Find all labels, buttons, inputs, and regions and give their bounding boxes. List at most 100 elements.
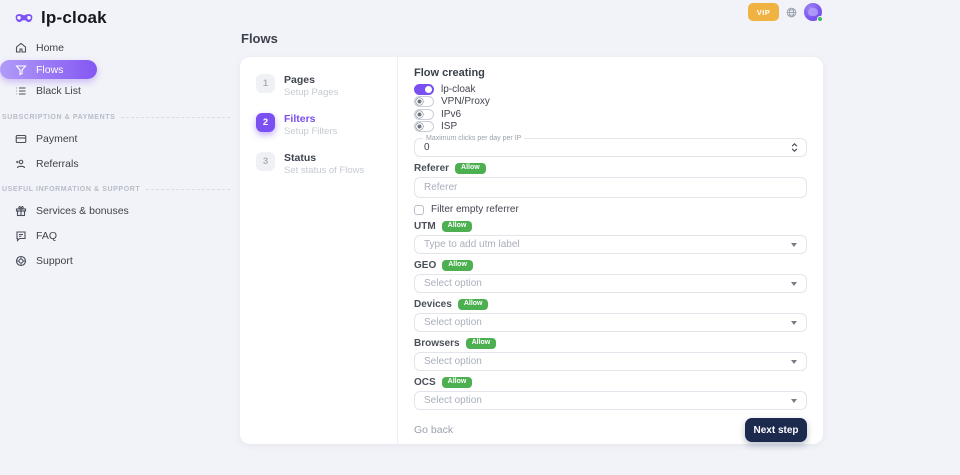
toggle-switch-off[interactable] xyxy=(414,108,434,120)
devices-allow-badge[interactable]: Allow xyxy=(457,298,489,310)
sidebar-item-label: Services & bonuses xyxy=(36,204,129,217)
stepper: 1 Pages Setup Pages 2 Filters Setup Filt… xyxy=(240,57,398,444)
sidebar-item-faq[interactable]: FAQ xyxy=(0,226,240,245)
sidebar-item-payment[interactable]: Payment xyxy=(0,129,240,148)
ocs-select[interactable]: Select option xyxy=(414,391,807,410)
toggle-switch-off[interactable] xyxy=(414,121,434,133)
filter-empty-referrer-checkbox[interactable] xyxy=(414,204,424,215)
chat-icon xyxy=(15,230,27,242)
sidebar-item-label: Black List xyxy=(36,85,81,97)
step-subtitle: Set status of Flows xyxy=(284,165,365,176)
mask-logo-icon xyxy=(14,11,34,25)
utm-label-row: UTM Allow xyxy=(414,220,807,232)
brand-name: lp-cloak xyxy=(41,8,107,27)
sidebar-item-services[interactable]: Services & bonuses xyxy=(0,201,240,220)
sidebar-item-label: Payment xyxy=(36,132,78,145)
referer-label-row: Referer Allow xyxy=(414,162,807,174)
devices-label-row: Devices Allow xyxy=(414,298,807,310)
chevron-down-icon xyxy=(791,359,797,364)
step-number: 2 xyxy=(256,113,275,132)
step-subtitle: Setup Pages xyxy=(284,87,339,98)
toggle-isp[interactable]: ISP xyxy=(414,121,807,134)
referer-allow-badge[interactable]: Allow xyxy=(455,162,486,174)
sidebar-item-label: Flows xyxy=(36,63,64,76)
home-icon xyxy=(15,42,27,54)
user-avatar[interactable] xyxy=(804,3,823,22)
browsers-label-row: Browsers Allow xyxy=(414,337,807,349)
brand-logo[interactable]: lp-cloak xyxy=(0,0,240,30)
sidebar-item-support[interactable]: Support xyxy=(0,251,240,270)
sidebar-item-label: Home xyxy=(36,42,65,54)
sidebar-item-home[interactable]: Home xyxy=(0,38,240,58)
gift-icon xyxy=(15,205,27,217)
step-number: 3 xyxy=(256,152,275,171)
topbar: VIP xyxy=(748,3,823,22)
filter-empty-referrer-row[interactable]: Filter empty referrer xyxy=(414,204,807,215)
ocs-label-row: OCS Allow xyxy=(414,376,807,388)
form-heading: Flow creating xyxy=(414,67,485,79)
step-number: 1 xyxy=(256,74,275,93)
step-pages[interactable]: 1 Pages Setup Pages xyxy=(256,74,397,98)
max-clicks-input[interactable] xyxy=(415,142,791,153)
step-subtitle: Setup Filters xyxy=(284,126,338,137)
avatar-figure xyxy=(808,8,818,16)
browsers-select[interactable]: Select option xyxy=(414,352,807,371)
step-status[interactable]: 3 Status Set status of Flows xyxy=(256,152,397,176)
chevron-down-icon xyxy=(791,398,797,403)
ocs-label: OCS xyxy=(414,376,436,388)
browsers-label: Browsers xyxy=(414,337,460,349)
sidebar-section-subscription: Subscription & Payments xyxy=(2,114,230,121)
devices-select[interactable]: Select option xyxy=(414,313,807,332)
go-back-button[interactable]: Go back xyxy=(414,424,454,436)
flows-icon xyxy=(15,64,27,76)
sidebar-item-flows[interactable]: Flows xyxy=(0,60,97,79)
geo-select[interactable]: Select option xyxy=(414,274,807,293)
toggle-switch-off[interactable] xyxy=(414,96,434,108)
toggle-switch-on[interactable] xyxy=(414,83,434,95)
chevron-down-icon xyxy=(791,242,797,247)
utm-label: UTM xyxy=(414,220,436,232)
ocs-allow-badge[interactable]: Allow xyxy=(441,376,473,388)
sidebar-item-black-list[interactable]: Black List xyxy=(0,81,240,101)
geo-label-row: GEO Allow xyxy=(414,259,807,271)
online-status-dot xyxy=(817,16,823,22)
step-title: Filters xyxy=(284,113,316,125)
sidebar-nav: Home Flows Black List Subscription & Pay… xyxy=(0,38,240,270)
life-buoy-icon xyxy=(15,255,27,267)
max-clicks-label: Maximum clicks per day per IP xyxy=(423,135,525,143)
sidebar-item-label: Referrals xyxy=(36,157,79,170)
geo-allow-badge[interactable]: Allow xyxy=(442,259,473,271)
sidebar-section-support: Useful information & support xyxy=(2,186,230,193)
number-stepper[interactable] xyxy=(791,143,806,152)
toggle-ipv6[interactable]: IPv6 xyxy=(414,108,807,121)
form-footer: Go back Next step xyxy=(414,418,807,442)
list-icon xyxy=(15,85,27,97)
sidebar-item-label: Support xyxy=(36,254,73,267)
chevron-down-icon xyxy=(791,281,797,286)
referer-input[interactable] xyxy=(414,177,807,198)
credit-card-icon xyxy=(15,133,27,145)
utm-allow-badge[interactable]: Allow xyxy=(441,220,473,232)
flow-creating-card: 1 Pages Setup Pages 2 Filters Setup Filt… xyxy=(240,57,823,444)
step-title: Pages xyxy=(284,74,315,86)
sidebar-item-referrals[interactable]: Referrals xyxy=(0,154,240,173)
page-title: Flows xyxy=(241,31,278,46)
sidebar: lp-cloak Home Flows Black List xyxy=(0,0,240,475)
step-filters[interactable]: 2 Filters Setup Filters xyxy=(256,113,397,137)
next-step-button[interactable]: Next step xyxy=(745,418,807,442)
browsers-allow-badge[interactable]: Allow xyxy=(465,337,497,349)
step-title: Status xyxy=(284,152,317,164)
toggle-vpn-proxy[interactable]: VPN/Proxy xyxy=(414,96,807,109)
devices-label: Devices xyxy=(414,298,452,310)
referer-label: Referer xyxy=(414,162,450,174)
max-clicks-field: Maximum clicks per day per IP xyxy=(414,135,807,157)
chevron-down-icon xyxy=(791,320,797,325)
person-add-icon xyxy=(15,158,27,170)
utm-select[interactable]: Type to add utm label xyxy=(414,235,807,254)
globe-language-icon[interactable] xyxy=(786,7,797,18)
sidebar-item-label: FAQ xyxy=(36,229,58,242)
toggle-lp-cloak[interactable]: lp-cloak xyxy=(414,83,807,96)
main-content: Flows 1 Pages Setup Pages 2 Filters Setu… xyxy=(240,0,824,444)
vip-button[interactable]: VIP xyxy=(748,3,779,21)
